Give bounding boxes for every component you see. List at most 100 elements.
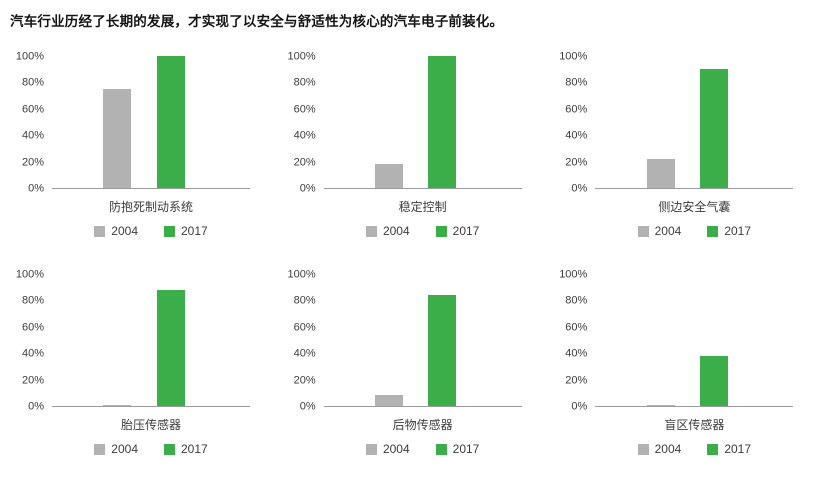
y-axis: 0% 20% 40% 60% 80% 100% bbox=[10, 269, 52, 412]
y-axis-label: 40% bbox=[293, 129, 316, 142]
legend-swatch-icon-2004 bbox=[637, 443, 649, 455]
page-title: 汽车行业历经了长期的发展，才实现了以安全与舒适性为核心的汽车电子前装化。 bbox=[10, 14, 504, 29]
legend-swatch-icon-2004 bbox=[365, 443, 377, 455]
plot bbox=[595, 274, 794, 407]
y-axis: 0% 20% 40% 60% 80% 100% bbox=[553, 51, 595, 194]
chart-title: 胎压传感器 bbox=[120, 418, 181, 432]
y-axis-label: 80% bbox=[565, 76, 588, 89]
y-axis-label: 0% bbox=[299, 400, 316, 413]
y-axis-label: 60% bbox=[293, 103, 316, 116]
y-axis-label: 60% bbox=[21, 321, 44, 334]
legend-item-2004: 2004 bbox=[365, 442, 410, 456]
legend-label-2004: 2004 bbox=[111, 442, 138, 456]
legend: 2004 2017 bbox=[324, 224, 522, 238]
y-axis-label: 40% bbox=[565, 347, 588, 360]
chart-panel-5: 0% 20% 40% 60% 80% 100% 后物传感器 2004 2017 bbox=[282, 269, 534, 456]
legend-label-2017: 2017 bbox=[181, 224, 208, 238]
legend-label-2017: 2017 bbox=[181, 442, 208, 456]
legend-swatch-icon-2017 bbox=[435, 443, 447, 455]
legend-swatch-icon-2004 bbox=[637, 225, 649, 237]
legend-item-2017: 2017 bbox=[435, 442, 480, 456]
y-axis-label: 60% bbox=[293, 321, 316, 334]
chart-title: 侧边安全气囊 bbox=[658, 200, 731, 214]
y-axis-label: 20% bbox=[293, 374, 316, 387]
y-axis-label: 20% bbox=[21, 156, 44, 169]
y-axis-label: 40% bbox=[293, 347, 316, 360]
plot-area: 0% 20% 40% 60% 80% 100% bbox=[10, 51, 262, 194]
y-axis-label: 20% bbox=[21, 374, 44, 387]
chart-panel-1: 0% 20% 40% 60% 80% 100% 防抱死制动系统 2004 2017 bbox=[10, 51, 262, 238]
bar-2004 bbox=[374, 395, 403, 406]
legend-label-2004: 2004 bbox=[382, 224, 410, 238]
bar-2017 bbox=[156, 289, 185, 406]
y-axis-label: 20% bbox=[565, 156, 588, 169]
bar-2017 bbox=[428, 56, 457, 188]
y-axis-label: 40% bbox=[21, 129, 44, 142]
plot bbox=[323, 274, 522, 407]
legend-item-2004: 2004 bbox=[637, 442, 681, 456]
plot bbox=[52, 56, 250, 189]
bar-2004 bbox=[103, 89, 132, 188]
legend-swatch-icon-2017 bbox=[164, 443, 175, 455]
y-axis-label: 20% bbox=[565, 374, 588, 387]
y-axis: 0% 20% 40% 60% 80% 100% bbox=[10, 51, 52, 194]
bar-2004 bbox=[646, 404, 675, 406]
legend-item-2004: 2004 bbox=[365, 224, 410, 238]
legend-swatch-icon-2017 bbox=[164, 225, 175, 237]
legend-label-2017: 2017 bbox=[452, 442, 480, 456]
y-axis-label: 0% bbox=[28, 400, 44, 413]
plot-area: 0% 20% 40% 60% 80% 100% bbox=[282, 269, 534, 412]
legend-item-2017: 2017 bbox=[707, 224, 751, 238]
y-axis-label: 0% bbox=[571, 182, 588, 195]
bar-2017 bbox=[428, 295, 457, 406]
legend-label-2017: 2017 bbox=[724, 224, 752, 238]
page: 汽车行业历经了长期的发展，才实现了以安全与舒适性为核心的汽车电子前装化。 0% 2… bbox=[10, 14, 805, 456]
legend-label-2004: 2004 bbox=[654, 224, 682, 238]
y-axis-label: 100% bbox=[287, 268, 316, 281]
y-axis-label: 100% bbox=[287, 50, 316, 63]
y-axis-label: 40% bbox=[21, 347, 44, 360]
y-axis-label: 80% bbox=[293, 294, 316, 307]
y-axis-label: 0% bbox=[571, 400, 588, 413]
legend-swatch-icon-2017 bbox=[435, 225, 447, 237]
y-axis-label: 100% bbox=[15, 268, 44, 281]
legend-item-2017: 2017 bbox=[707, 442, 751, 456]
chart-panel-4: 0% 20% 40% 60% 80% 100% 胎压传感器 2004 2017 bbox=[10, 269, 262, 456]
bar-2017 bbox=[700, 69, 729, 188]
y-axis-label: 80% bbox=[293, 76, 316, 89]
legend-swatch-icon-2017 bbox=[707, 443, 719, 455]
legend-label-2017: 2017 bbox=[452, 224, 480, 238]
legend-label-2004: 2004 bbox=[382, 442, 410, 456]
y-axis-label: 80% bbox=[565, 294, 588, 307]
plot-area: 0% 20% 40% 60% 80% 100% bbox=[282, 51, 534, 194]
y-axis-label: 80% bbox=[21, 76, 44, 89]
legend: 2004 2017 bbox=[595, 442, 793, 456]
y-axis: 0% 20% 40% 60% 80% 100% bbox=[282, 51, 324, 194]
plot-area: 0% 20% 40% 60% 80% 100% bbox=[553, 269, 805, 412]
chart-panel-3: 0% 20% 40% 60% 80% 100% 侧边安全气囊 2004 2017 bbox=[553, 51, 805, 238]
legend-label-2004: 2004 bbox=[111, 224, 138, 238]
legend-label-2017: 2017 bbox=[724, 442, 752, 456]
bar-2017 bbox=[700, 355, 729, 406]
legend-item-2017: 2017 bbox=[435, 224, 480, 238]
y-axis-label: 0% bbox=[28, 182, 44, 195]
chart-title: 稳定控制 bbox=[398, 200, 447, 214]
y-axis: 0% 20% 40% 60% 80% 100% bbox=[282, 269, 324, 412]
chart-title: 盲区传感器 bbox=[664, 418, 725, 432]
legend: 2004 2017 bbox=[595, 224, 793, 238]
plot bbox=[52, 274, 250, 407]
y-axis-label: 100% bbox=[559, 50, 588, 63]
legend-item-2004: 2004 bbox=[94, 224, 138, 238]
y-axis-label: 100% bbox=[559, 268, 588, 281]
legend-swatch-icon-2017 bbox=[707, 225, 719, 237]
chart-title: 防抱死制动系统 bbox=[108, 200, 193, 214]
legend-item-2004: 2004 bbox=[94, 442, 138, 456]
y-axis-label: 60% bbox=[565, 321, 588, 334]
y-axis-label: 60% bbox=[565, 103, 588, 116]
legend: 2004 2017 bbox=[324, 442, 522, 456]
y-axis-label: 80% bbox=[21, 294, 44, 307]
legend-swatch-icon-2004 bbox=[365, 225, 377, 237]
legend-item-2004: 2004 bbox=[637, 224, 682, 238]
legend-item-2017: 2017 bbox=[164, 224, 208, 238]
plot-area: 0% 20% 40% 60% 80% 100% bbox=[10, 269, 262, 412]
